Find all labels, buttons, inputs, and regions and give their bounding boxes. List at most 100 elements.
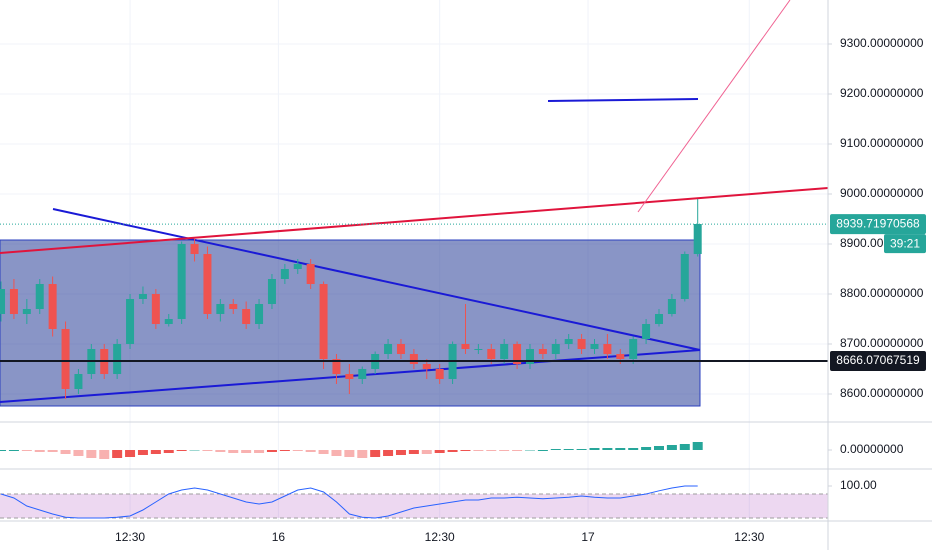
histogram-bar [241, 450, 252, 453]
histogram-bar [189, 450, 200, 451]
candle-body [61, 329, 70, 389]
histogram-bar [202, 450, 213, 451]
candle-body [629, 339, 638, 359]
candle-body [151, 294, 160, 324]
candle-body [616, 354, 625, 359]
candle-body [551, 344, 560, 354]
histogram-bar [524, 450, 535, 451]
x-tick-label: 12:30 [734, 530, 764, 544]
candle-body [280, 269, 289, 279]
candle-body [113, 344, 122, 374]
histogram-bar [292, 450, 303, 451]
candle-body [229, 304, 238, 309]
candle-body [22, 309, 31, 314]
candle-body [306, 264, 315, 284]
histogram-bar [512, 450, 523, 451]
histogram-bar [112, 450, 123, 458]
candle-body [267, 279, 276, 304]
candle-body [177, 244, 186, 319]
range-box[interactable] [0, 239, 701, 407]
candle-body [461, 344, 470, 349]
histogram-bar [21, 450, 32, 451]
histogram-bar [0, 450, 7, 451]
candle-body [345, 374, 354, 379]
candle-body [693, 224, 702, 254]
histogram-bar [47, 450, 58, 452]
countdown-tag [884, 234, 926, 254]
histogram-bar [537, 450, 548, 451]
candle-body [538, 349, 547, 354]
histogram-bar [641, 447, 652, 450]
last-price-label: 8939.71970568 [836, 216, 920, 230]
candle-body [525, 349, 534, 364]
candle-body [358, 369, 367, 379]
x-tick-label: 17 [581, 530, 595, 544]
histogram-bar [589, 448, 600, 450]
candle-body [500, 344, 509, 359]
marks [0, 199, 828, 519]
histogram-bar [434, 450, 445, 453]
histogram-bar [176, 450, 187, 451]
histogram-bar [615, 448, 626, 450]
x-tick-label: 12:30 [115, 530, 145, 544]
histogram-bar [576, 449, 587, 450]
histogram-bar [550, 449, 561, 450]
candle-body [564, 339, 573, 344]
candle-body [332, 359, 341, 374]
histogram-bar [563, 449, 574, 450]
labels: 12:30 16 12:30 17 12:30 9300.00000000 9200.000… [115, 36, 926, 544]
histogram-bar [628, 448, 639, 450]
trend-line[interactable] [0, 187, 829, 254]
histogram-bar [163, 450, 174, 453]
candle-body [680, 254, 689, 299]
y-tick-label: 9200.00000000 [840, 86, 924, 100]
histogram-bar [86, 450, 97, 458]
histogram-bar [666, 445, 677, 450]
y-tick-label: 8600.00000000 [840, 386, 924, 400]
trend-line[interactable] [547, 98, 699, 102]
histogram-bar [279, 450, 290, 451]
histogram-bar [370, 450, 381, 457]
candle-body [48, 284, 57, 329]
candle-body [164, 319, 173, 324]
countdown-label: 39:21 [890, 236, 920, 250]
candle-body [654, 314, 663, 324]
candle-body [603, 344, 612, 354]
histogram-bar [421, 450, 432, 454]
candle-body [0, 289, 6, 314]
y-tick-label: 8700.00000000 [840, 336, 924, 350]
histogram-bar [473, 450, 484, 451]
last-price-tag [830, 214, 926, 235]
candle-body [513, 344, 522, 364]
histogram-bar [34, 450, 45, 452]
histogram-bar [125, 450, 136, 457]
candle-body [242, 309, 251, 324]
candle-body [409, 354, 418, 364]
histogram-bar [318, 450, 329, 454]
y-tick-label: 8900.00 [840, 236, 884, 250]
histogram-bar [266, 450, 277, 452]
histogram-bar [150, 450, 161, 454]
candle-body [35, 284, 44, 309]
histogram-bar [447, 450, 458, 452]
price-line-label: 8666.07067519 [836, 353, 920, 367]
candle-body [216, 304, 225, 314]
candle-body [384, 344, 393, 354]
candle-body [74, 374, 83, 389]
candle-body [667, 299, 676, 314]
histogram-bar [460, 450, 471, 451]
x-tick-label: 16 [272, 530, 286, 544]
trend-line[interactable] [52, 208, 701, 351]
histogram-bar [344, 450, 355, 457]
candle-body [474, 349, 483, 350]
candle-body [319, 284, 328, 359]
candle-body [422, 364, 431, 369]
price-line-tag [830, 350, 926, 371]
histogram-bar [692, 442, 703, 450]
band [0, 494, 828, 518]
trend-line[interactable] [637, 0, 791, 213]
histogram-bar [499, 450, 510, 451]
oscillator-line [0, 485, 698, 519]
